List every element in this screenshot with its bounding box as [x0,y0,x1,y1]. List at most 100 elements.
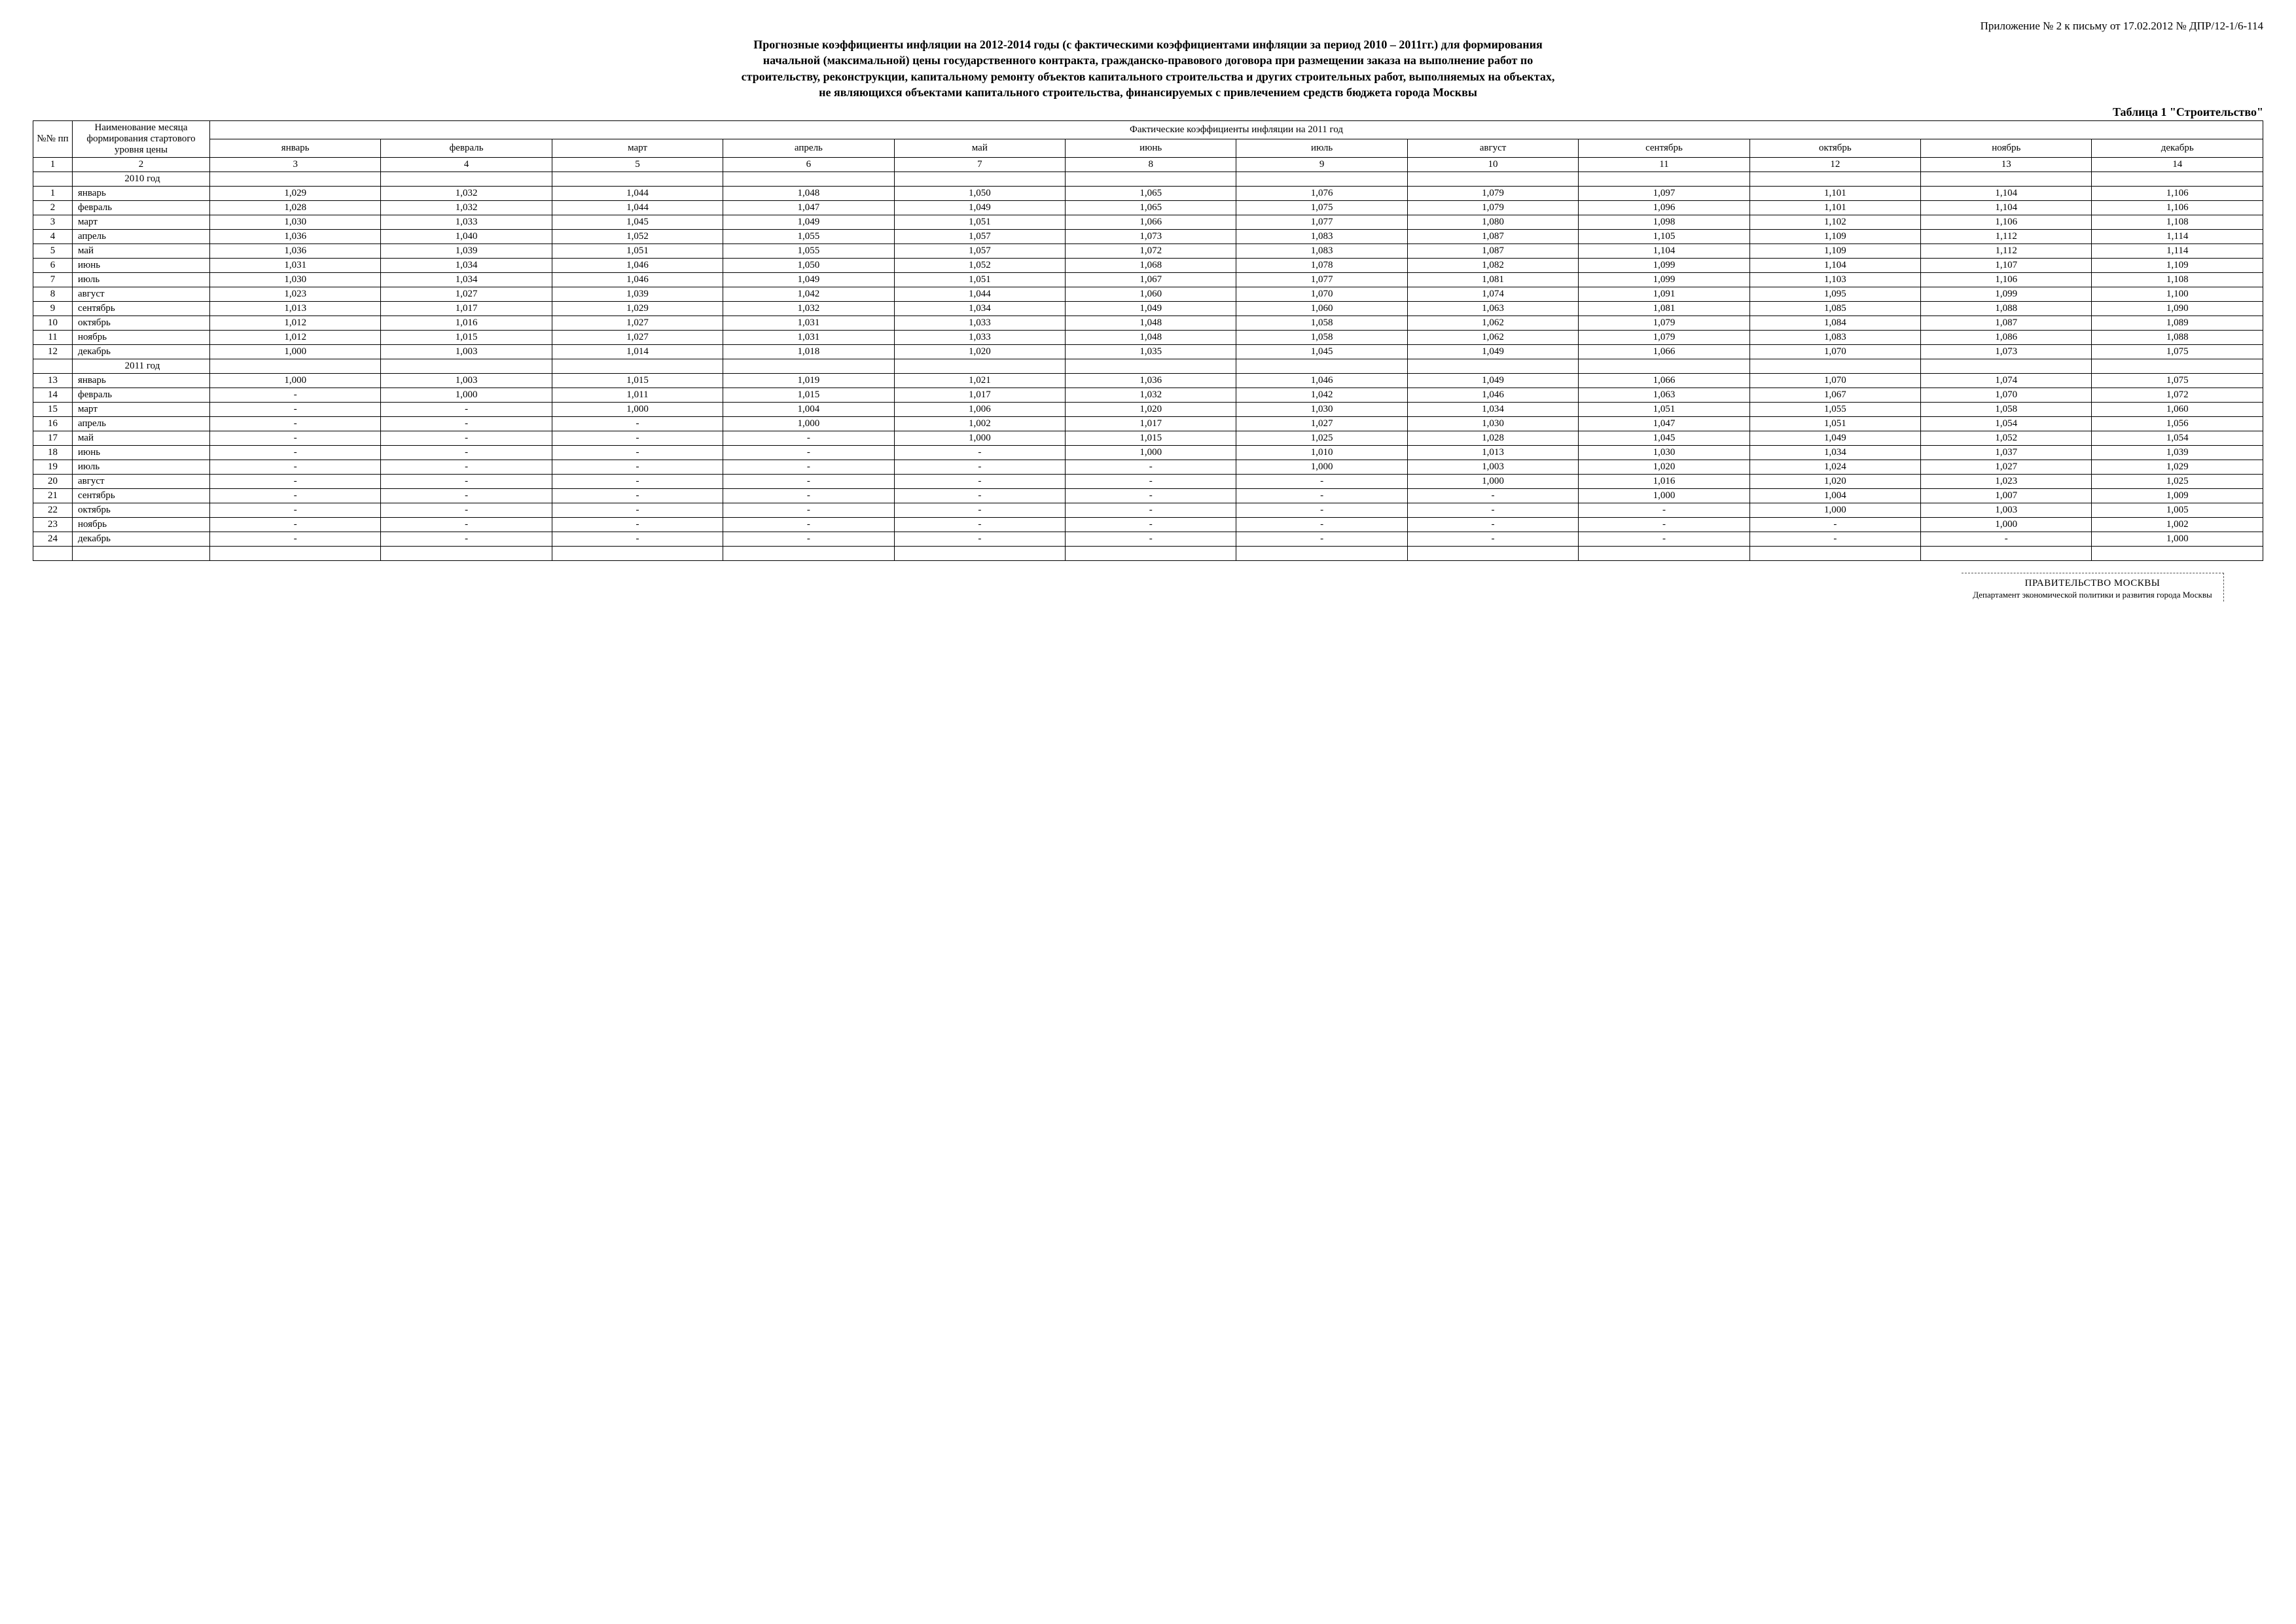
coefficient-cell: - [552,460,723,475]
coefficient-cell: 1,072 [1066,244,1236,259]
coefficient-cell: 1,037 [1921,446,2092,460]
coefficient-cell: - [210,446,381,460]
coefficient-cell: 1,033 [894,316,1065,331]
coefficient-cell: 1,036 [210,230,381,244]
coefficient-cell: 1,104 [1921,187,2092,201]
header-month: февраль [381,139,552,158]
coefficient-cell: - [1749,518,1920,532]
blank-cell [1921,547,2092,561]
row-number: 6 [33,259,73,273]
coefficient-cell: 1,020 [1579,460,1749,475]
coefficient-cell: 1,034 [894,302,1065,316]
coefficient-cell: 1,089 [2092,316,2263,331]
blank-cell [381,547,552,561]
coefficient-cell: 1,045 [552,215,723,230]
coefficient-cell: 1,049 [723,273,894,287]
coefficient-cell: 1,036 [210,244,381,259]
row-number: 5 [33,244,73,259]
row-month-name: ноябрь [73,331,210,345]
coefficient-cell: 1,046 [1407,388,1578,403]
coefficient-cell: 1,020 [1066,403,1236,417]
coefficient-cell: 1,074 [1407,287,1578,302]
row-month-name: май [73,431,210,446]
coefficient-cell: 1,062 [1407,331,1578,345]
column-number: 14 [2092,158,2263,172]
coefficient-cell: 1,067 [1749,388,1920,403]
coefficient-cell: 1,114 [2092,230,2263,244]
coefficient-cell: 1,109 [1749,230,1920,244]
document-title: Прогнозные коэффициенты инфляции на 2012… [739,37,1557,100]
year-row-blank [33,172,73,187]
blank-cell [1749,547,1920,561]
blank-cell [1066,547,1236,561]
coefficient-cell: - [723,518,894,532]
coefficient-cell: 1,004 [1749,489,1920,503]
coefficient-cell: 1,000 [552,403,723,417]
coefficient-cell: 1,034 [1749,446,1920,460]
coefficient-cell: 1,060 [1066,287,1236,302]
coefficient-cell: 1,003 [381,374,552,388]
row-number: 8 [33,287,73,302]
header-month: май [894,139,1065,158]
row-number: 3 [33,215,73,230]
coefficient-cell: 1,105 [1579,230,1749,244]
coefficient-cell: 1,088 [2092,331,2263,345]
coefficient-cell: 1,012 [210,331,381,345]
row-month-name: июнь [73,446,210,460]
coefficient-cell: 1,019 [723,374,894,388]
coefficient-cell: 1,051 [1579,403,1749,417]
coefficient-cell: 1,081 [1579,302,1749,316]
coefficient-cell: 1,047 [723,201,894,215]
coefficient-cell: - [1407,518,1578,532]
year-row-empty [1407,359,1578,374]
coefficient-cell: 1,066 [1579,345,1749,359]
row-month-name: август [73,475,210,489]
coefficient-cell: - [552,431,723,446]
coefficient-cell: 1,002 [894,417,1065,431]
coefficient-cell: 1,004 [723,403,894,417]
header-month: октябрь [1749,139,1920,158]
coefficient-cell: - [1407,489,1578,503]
coefficient-cell: 1,048 [1066,316,1236,331]
blank-cell [210,547,381,561]
coefficient-cell: 1,030 [210,215,381,230]
coefficient-cell: 1,079 [1407,187,1578,201]
coefficient-cell: 1,086 [1921,331,2092,345]
coefficient-cell: 1,015 [1066,431,1236,446]
row-month-name: апрель [73,230,210,244]
coefficient-cell: 1,060 [1236,302,1407,316]
coefficient-cell: 1,065 [1066,201,1236,215]
coefficient-cell: 1,027 [552,316,723,331]
header-col-name: Наименование месяца формирования стартов… [73,121,210,158]
column-number: 8 [1066,158,1236,172]
header-month: март [552,139,723,158]
row-month-name: сентябрь [73,302,210,316]
coefficient-cell: 1,054 [1921,417,2092,431]
coefficient-cell: 1,106 [1921,273,2092,287]
coefficient-cell: 1,109 [2092,259,2263,273]
coefficient-cell: 1,015 [381,331,552,345]
coefficient-cell: 1,005 [2092,503,2263,518]
coefficient-cell: - [1579,503,1749,518]
row-number: 11 [33,331,73,345]
row-month-name: октябрь [73,503,210,518]
row-number: 14 [33,388,73,403]
row-number: 23 [33,518,73,532]
coefficient-cell: 1,032 [723,302,894,316]
coefficient-cell: 1,051 [894,215,1065,230]
coefficient-cell: 1,068 [1066,259,1236,273]
year-label: 2011 год [73,359,210,374]
row-month-name: ноябрь [73,518,210,532]
row-month-name: декабрь [73,532,210,547]
coefficient-cell: - [1236,518,1407,532]
coefficient-cell: 1,025 [2092,475,2263,489]
coefficient-cell: 1,057 [894,230,1065,244]
coefficient-cell: 1,032 [381,201,552,215]
coefficient-cell: 1,030 [1407,417,1578,431]
coefficient-cell: 1,060 [2092,403,2263,417]
coefficient-cell: 1,012 [210,316,381,331]
header-month: ноябрь [1921,139,2092,158]
blank-cell [723,547,894,561]
coefficient-cell: 1,052 [552,230,723,244]
coefficient-cell: - [1236,532,1407,547]
